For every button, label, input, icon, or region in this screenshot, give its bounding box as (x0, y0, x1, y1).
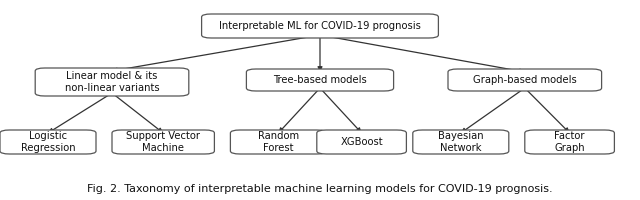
FancyBboxPatch shape (448, 69, 602, 91)
FancyBboxPatch shape (413, 130, 509, 154)
FancyBboxPatch shape (202, 14, 438, 38)
Text: Support Vector
Machine: Support Vector Machine (126, 131, 200, 153)
FancyBboxPatch shape (112, 130, 214, 154)
Text: Graph-based models: Graph-based models (473, 75, 577, 85)
Text: Linear model & its
non-linear variants: Linear model & its non-linear variants (65, 71, 159, 93)
Text: Logistic
Regression: Logistic Regression (20, 131, 76, 153)
FancyBboxPatch shape (35, 68, 189, 96)
Text: Random
Forest: Random Forest (258, 131, 299, 153)
FancyBboxPatch shape (230, 130, 326, 154)
Text: Tree-based models: Tree-based models (273, 75, 367, 85)
Text: Bayesian
Network: Bayesian Network (438, 131, 484, 153)
FancyBboxPatch shape (525, 130, 614, 154)
Text: XGBoost: XGBoost (340, 137, 383, 147)
Text: Fig. 2. Taxonomy of interpretable machine learning models for COVID-19 prognosis: Fig. 2. Taxonomy of interpretable machin… (87, 184, 553, 194)
FancyBboxPatch shape (317, 130, 406, 154)
Text: Interpretable ML for COVID-19 prognosis: Interpretable ML for COVID-19 prognosis (219, 21, 421, 31)
Text: Factor
Graph: Factor Graph (554, 131, 585, 153)
FancyBboxPatch shape (246, 69, 394, 91)
FancyBboxPatch shape (0, 130, 96, 154)
